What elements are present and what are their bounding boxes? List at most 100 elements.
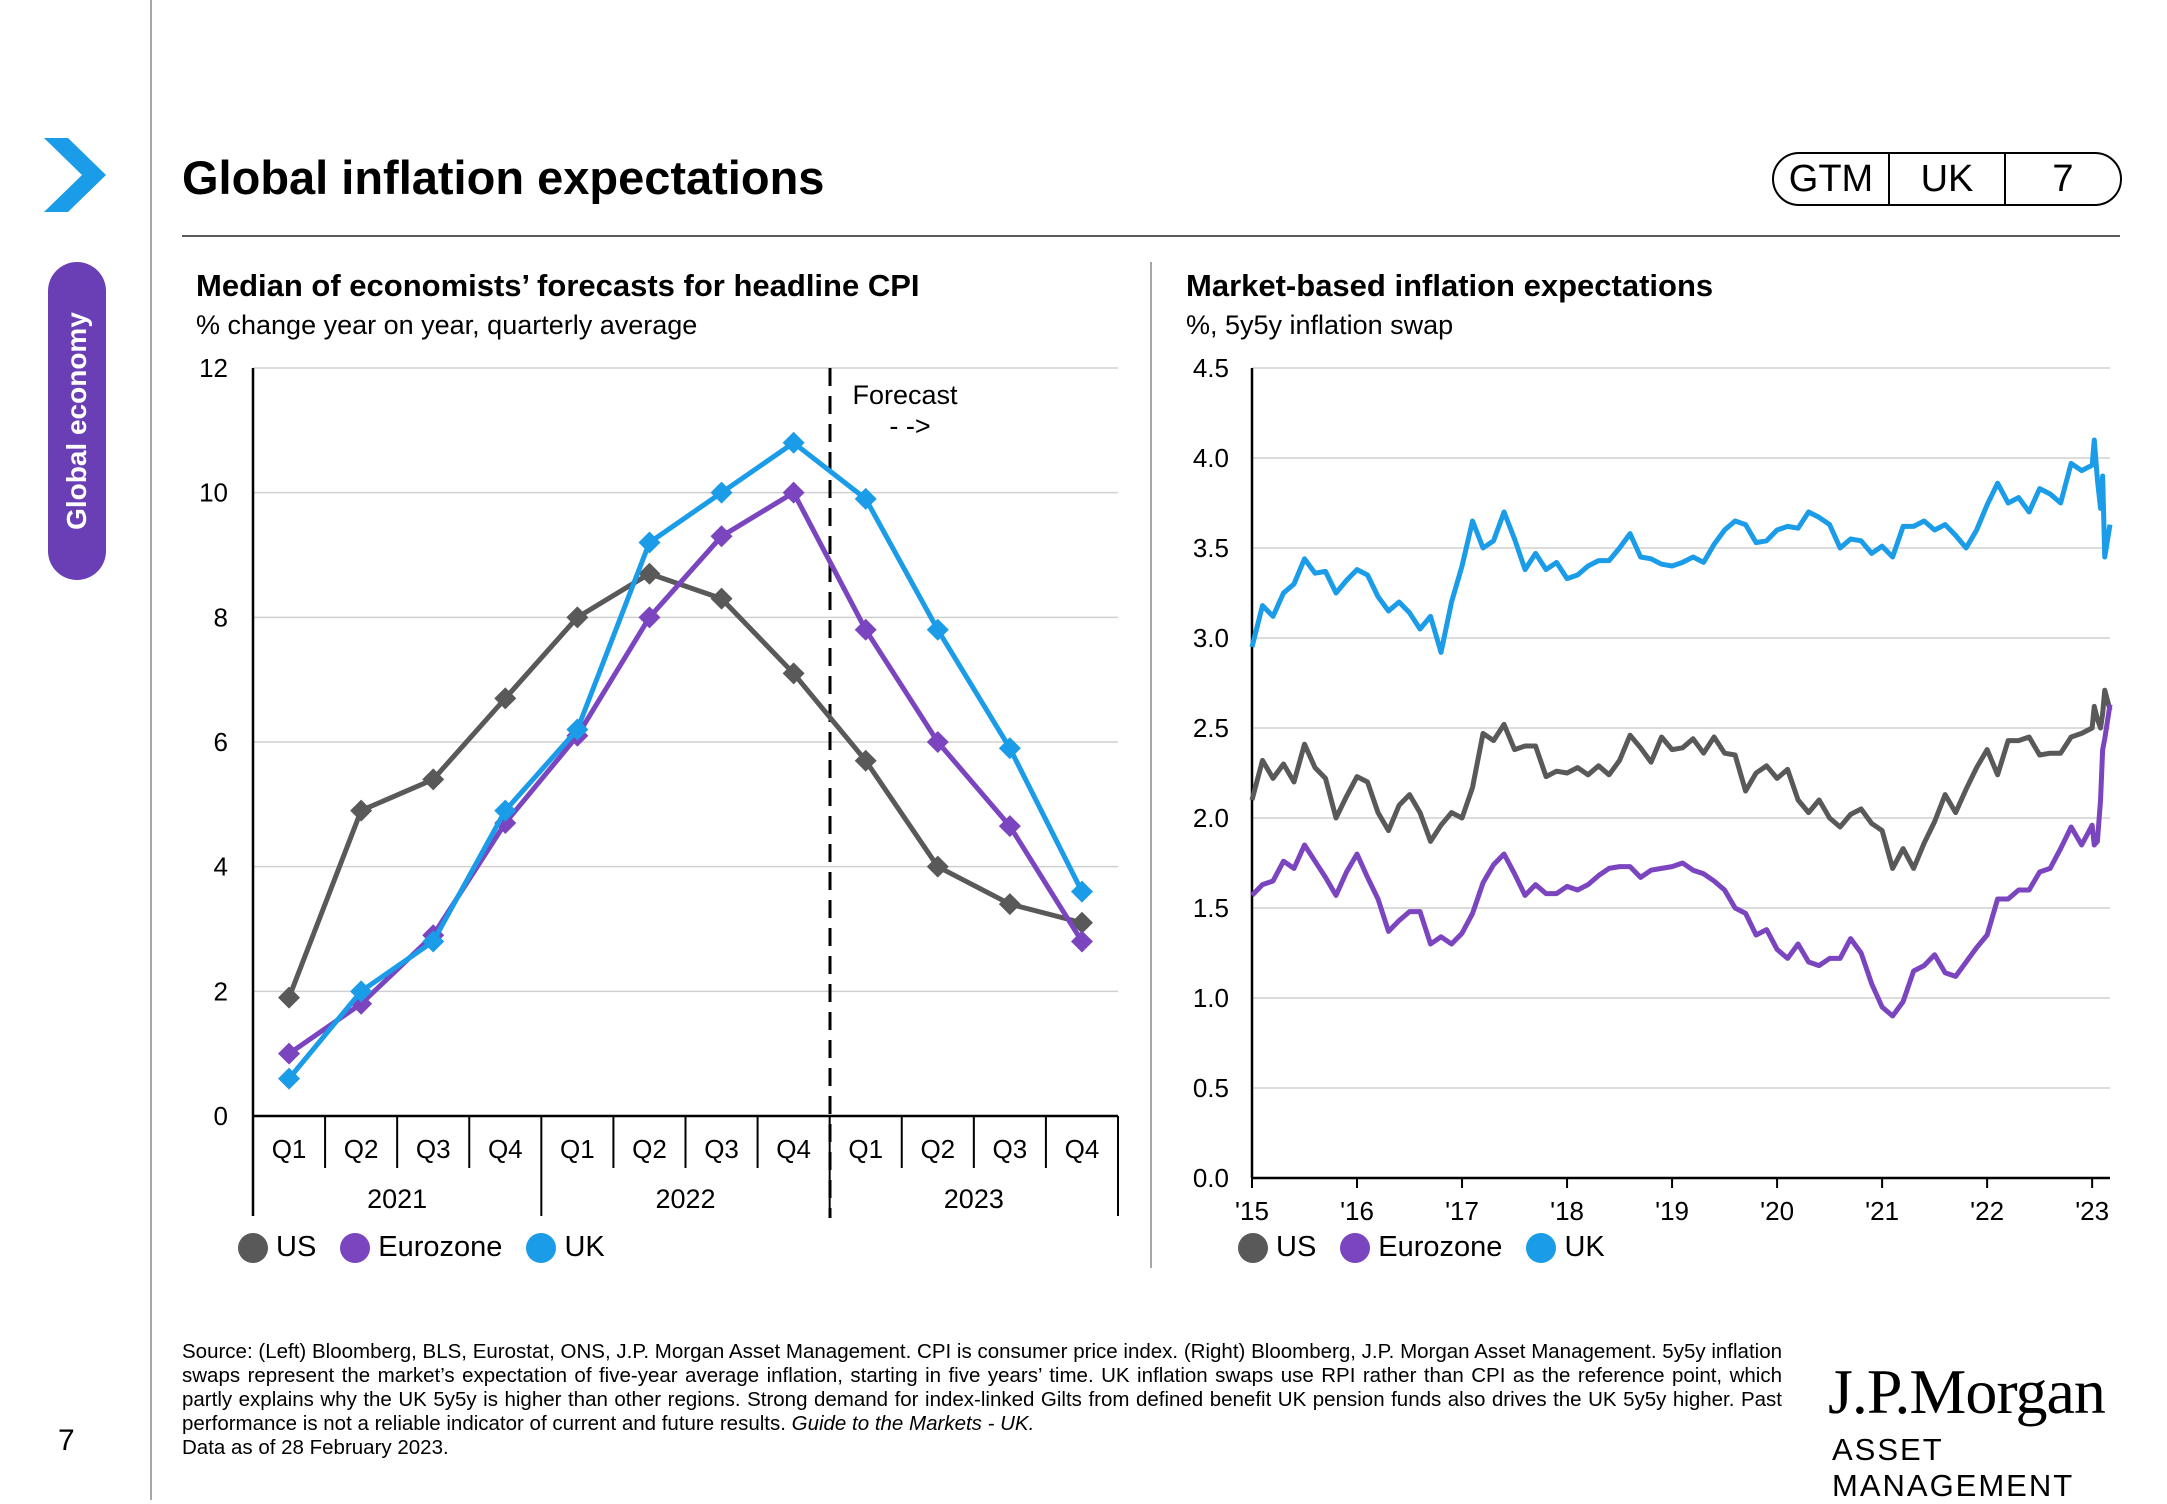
x-tick-label: Q3: [993, 1134, 1028, 1164]
legend-us-label: US: [1276, 1231, 1317, 1263]
data-point-uk: [638, 531, 661, 554]
page-title: Global inflation expectations: [182, 151, 825, 204]
data-point-uk: [494, 799, 517, 822]
x-tick-label: '20: [1760, 1196, 1794, 1226]
page-number: 7: [58, 1424, 75, 1457]
left-chart-subtitle: % change year on year, quarterly average: [196, 310, 698, 340]
legend-us-label: US: [276, 1231, 317, 1263]
x-tick-label: '21: [1865, 1196, 1899, 1226]
data-point-us: [494, 687, 517, 710]
legend-eurozone-marker: [340, 1232, 371, 1263]
source-italic: Guide to the Markets - UK.: [791, 1412, 1035, 1435]
data-point-uk: [278, 1067, 301, 1090]
x-group-label: 2023: [944, 1184, 1004, 1214]
y-tick-label: 0.0: [1193, 1163, 1229, 1193]
x-tick-label: Q1: [560, 1134, 595, 1164]
data-point-eurozone: [638, 606, 661, 629]
data-point-eurozone: [710, 525, 733, 548]
forecast-arrow-icon: - ->: [889, 411, 930, 441]
x-tick-label: Q2: [920, 1134, 955, 1164]
legend-us-marker: [1238, 1232, 1268, 1263]
series-line-uk: [287, 440, 1085, 1081]
y-tick-label: 2.0: [1193, 803, 1229, 833]
sidebar-divider: [150, 0, 152, 1500]
legend-eurozone: Eurozone: [340, 1231, 502, 1264]
badge-page: 7: [2004, 154, 2120, 204]
forecast-label: Forecast: [852, 380, 958, 410]
series-line-us: [286, 571, 1083, 999]
y-tick-label: 2: [214, 976, 228, 1006]
legend-uk-marker: [1526, 1232, 1557, 1263]
y-tick-label: 3.5: [1193, 533, 1229, 563]
legend-uk-marker: [526, 1232, 557, 1263]
data-point-us: [854, 749, 877, 772]
data-point-us: [422, 768, 445, 791]
right-legend: US Eurozone UK: [1238, 1231, 1629, 1264]
legend-eurozone-marker: [1340, 1232, 1371, 1263]
x-tick-label: Q3: [704, 1134, 739, 1164]
y-tick-label: 4.5: [1193, 353, 1229, 383]
legend-eurozone-label: Eurozone: [378, 1231, 503, 1263]
data-point-uk: [782, 431, 805, 454]
source-note: Source: (Left) Bloomberg, BLS, Eurostat,…: [182, 1340, 1782, 1460]
section-tab-global-economy[interactable]: Global economy: [48, 262, 106, 580]
right-chart-title: Market-based inflation expectations: [1186, 268, 1714, 303]
x-group-label: 2022: [655, 1184, 715, 1214]
jpmorgan-logo: J.P.Morgan: [1828, 1356, 2106, 1427]
y-tick-label: 8: [214, 602, 228, 632]
series-line-uk: [1249, 437, 2113, 655]
data-point-us: [350, 799, 373, 822]
x-tick-label: Q4: [488, 1134, 523, 1164]
y-tick-label: 10: [199, 478, 228, 508]
x-tick-label: Q2: [344, 1134, 379, 1164]
y-tick-label: 1.0: [1193, 983, 1229, 1013]
x-tick-label: '22: [1970, 1196, 2004, 1226]
data-point-uk: [566, 718, 589, 741]
x-tick-label: Q1: [848, 1134, 883, 1164]
chevron-right-icon: [44, 138, 106, 212]
data-point-uk: [854, 487, 877, 510]
series-line-us: [1249, 687, 2113, 871]
legend-uk-label: UK: [564, 1231, 605, 1263]
data-point-uk: [998, 737, 1021, 760]
badge-region: UK: [1888, 154, 2004, 204]
y-tick-label: 4.0: [1193, 443, 1229, 473]
data-point-us: [998, 893, 1021, 916]
legend-uk: UK: [526, 1231, 605, 1264]
y-tick-label: 12: [199, 353, 228, 383]
badge-gtm: GTM: [1788, 157, 1874, 200]
x-tick-label: '17: [1445, 1196, 1479, 1226]
y-tick-label: 3.0: [1193, 623, 1229, 653]
legend-uk-label: UK: [1564, 1231, 1605, 1263]
left-chart: 0 2 4 6 8 10 12 Forecast - -> Q1 Q2 Q3 Q4 Q1 Q2 Q3 Q4…: [199, 353, 1119, 1218]
x-tick-label: Q2: [632, 1134, 667, 1164]
right-chart: 0.0 0.5 1.0 1.5 2.0 2.5 3.0 3.5 4.0 4.5 '15 '16 '17…: [1193, 353, 2113, 1226]
legend-us: US: [1238, 1231, 1316, 1264]
data-point-eurozone: [998, 815, 1021, 838]
y-tick-label: 4: [214, 852, 228, 882]
x-group-label: 2021: [367, 1184, 427, 1214]
y-tick-label: 6: [214, 727, 228, 757]
legend-eurozone-label: Eurozone: [1378, 1231, 1503, 1263]
data-point-eurozone: [926, 731, 949, 753]
series-line-eurozone: [1250, 704, 2113, 1019]
asset-management-logo-text: ASSET MANAGEMENT: [1832, 1432, 2075, 1503]
data-point-eurozone: [278, 1042, 301, 1065]
page-badge: GTM UK 7: [1772, 152, 2122, 206]
y-tick-label: 0: [214, 1101, 228, 1131]
legend-eurozone: Eurozone: [1340, 1231, 1502, 1264]
x-tick-label: '15: [1235, 1196, 1269, 1226]
data-point-us: [710, 587, 733, 610]
y-tick-label: 2.5: [1193, 713, 1229, 743]
legend-us: US: [238, 1231, 316, 1264]
data-point-uk: [926, 618, 949, 641]
data-point-us: [566, 606, 589, 629]
data-point-eurozone: [854, 618, 877, 641]
data-point-us: [926, 855, 949, 878]
data-point-eurozone: [782, 481, 805, 504]
data-point-us: [782, 662, 805, 685]
data-point-uk: [422, 930, 445, 953]
y-tick-label: 1.5: [1193, 893, 1229, 923]
x-tick-label: Q3: [416, 1134, 451, 1164]
x-tick-label: Q1: [272, 1134, 307, 1164]
